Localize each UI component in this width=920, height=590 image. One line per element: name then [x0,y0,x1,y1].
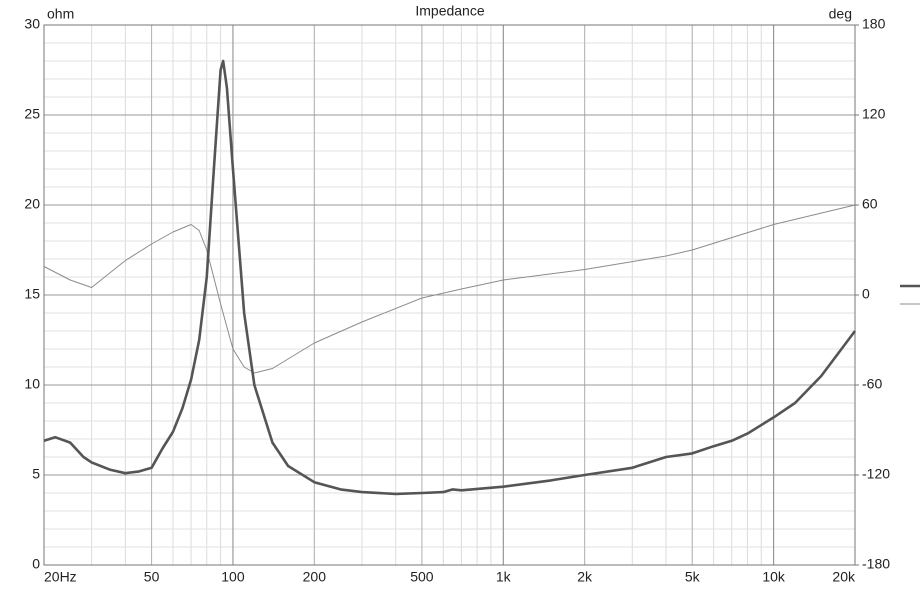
chart-title: Impedance [415,3,484,19]
x-tick-label: 500 [410,569,434,585]
y-tick-label: 10 [24,376,40,392]
series-line [43,59,857,496]
y-tick-label: 15 [24,286,40,302]
y-axis-label: ohm [47,6,74,22]
y2-tick-label: 120 [862,106,886,122]
y-tick-label: 5 [32,466,40,482]
y2-tick-label: -60 [862,376,882,392]
y-tick-label: 20 [24,196,40,212]
y2-tick-label: -180 [862,556,890,572]
x-tick-label: 200 [303,569,327,585]
y-tick-label: 30 [24,16,40,32]
x-tick-label: 20Hz [44,569,77,585]
y-tick-label: 25 [24,106,40,122]
series-line [43,204,856,374]
plot-frame [43,24,856,566]
x-tick-label: 2k [577,569,593,585]
y-tick-label: 0 [32,556,40,572]
x-tick-label: 5k [685,569,701,585]
x-tick-label: 10k [762,569,786,585]
y2-tick-label: 180 [862,16,886,32]
x-tick-label: 50 [144,569,160,585]
y2-tick-label: -120 [862,466,890,482]
x-tick-label: 1k [496,569,512,585]
y2-tick-label: 60 [862,196,878,212]
y2-tick-label: 0 [862,286,870,302]
x-tick-label: 100 [221,569,245,585]
x-tick-label: 20k [832,569,856,585]
y2-axis-label: deg [829,6,852,22]
